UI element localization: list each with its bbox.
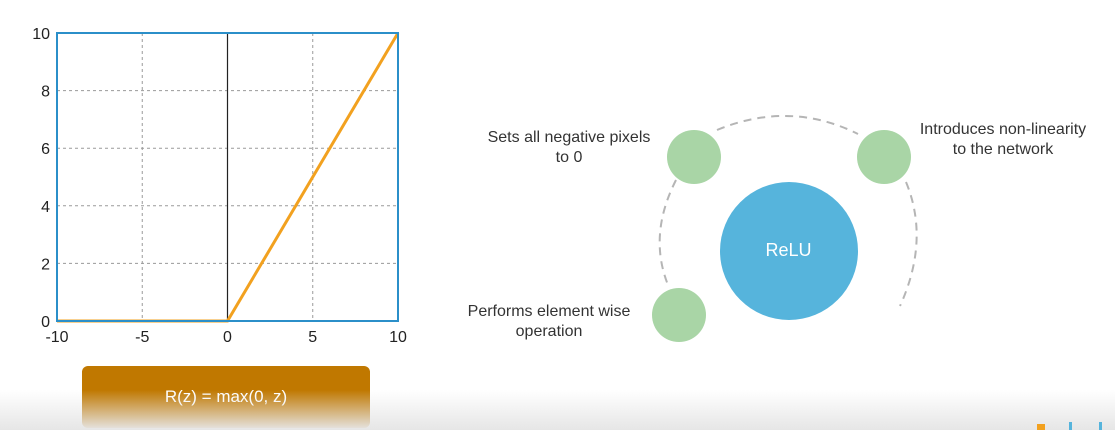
node-label-line: Sets all negative pixels: [487, 129, 651, 146]
x-tick-label: 10: [389, 329, 407, 346]
chart-frame: [56, 32, 399, 322]
node-label-line: Introduces non-linearity: [919, 121, 1087, 138]
node-label-line: to 0: [555, 149, 583, 166]
brand-mark-icon: [1037, 422, 1102, 430]
node-label-line: to the network: [952, 141, 1054, 158]
y-tick-label: 10: [32, 26, 50, 43]
node-circle-element-wise: [652, 288, 706, 342]
node-circle-negative-pixels: [667, 130, 721, 184]
x-tick-label: -10: [45, 329, 68, 346]
relu-chart: 0 2 4 6 8 10 -10 -5 0 5 10: [32, 26, 407, 346]
node-label-line: Performs element wise: [467, 303, 631, 320]
y-tick-labels: 0 2 4 6 8 10: [32, 26, 50, 331]
relu-center-label: ReLU: [765, 240, 812, 260]
relu-center-circle: [720, 182, 858, 320]
y-tick-label: 2: [41, 256, 50, 273]
node-label-line: operation: [515, 323, 583, 340]
x-tick-label: 0: [223, 329, 232, 346]
relu-properties-diagram: [652, 114, 918, 342]
dashed-orbit-arc-left: [658, 179, 677, 286]
x-tick-labels: -10 -5 0 5 10: [45, 329, 407, 346]
node-circle-non-linearity: [857, 130, 911, 184]
y-tick-label: 4: [41, 199, 50, 216]
node-label-negative-pixels: Sets all negative pixels to 0: [456, 128, 682, 168]
x-tick-label: -5: [135, 329, 149, 346]
node-label-non-linearity: Introduces non-linearity to the network: [895, 120, 1111, 160]
y-tick-label: 0: [41, 314, 50, 331]
dashed-orbit-arc-right: [899, 181, 918, 307]
y-tick-label: 6: [41, 141, 50, 158]
x-tick-label: 5: [308, 329, 317, 346]
formula-box: R(z) = max(0, z): [82, 366, 370, 428]
dashed-orbit-arc-top: [716, 114, 859, 135]
formula-text: R(z) = max(0, z): [164, 387, 288, 406]
y-tick-label: 8: [41, 84, 50, 101]
node-label-element-wise: Performs element wise operation: [440, 302, 658, 342]
